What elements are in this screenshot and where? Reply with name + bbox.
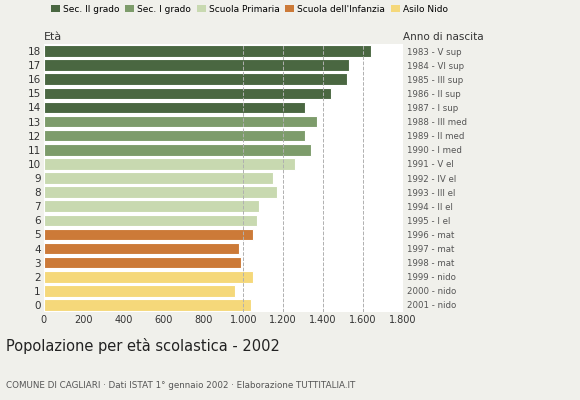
Bar — [44, 271, 253, 282]
Bar — [44, 172, 273, 184]
Bar — [44, 285, 235, 297]
Text: COMUNE DI CAGLIARI · Dati ISTAT 1° gennaio 2002 · Elaborazione TUTTITALIA.IT: COMUNE DI CAGLIARI · Dati ISTAT 1° genna… — [6, 381, 355, 390]
Bar — [44, 74, 347, 85]
Bar — [44, 229, 253, 240]
Text: Anno di nascita: Anno di nascita — [403, 32, 484, 42]
Bar — [44, 257, 241, 268]
Bar — [44, 144, 311, 156]
Bar — [44, 59, 349, 71]
Bar — [44, 130, 305, 142]
Bar — [44, 158, 295, 170]
Bar — [44, 102, 305, 113]
Bar — [44, 45, 371, 57]
Bar — [44, 214, 258, 226]
Bar — [44, 88, 331, 99]
Bar — [44, 243, 240, 254]
Text: Popolazione per età scolastica - 2002: Popolazione per età scolastica - 2002 — [6, 338, 280, 354]
Bar — [44, 116, 317, 127]
Text: Età: Età — [44, 32, 61, 42]
Bar — [44, 299, 251, 311]
Bar — [44, 186, 277, 198]
Legend: Sec. II grado, Sec. I grado, Scuola Primaria, Scuola dell'Infanzia, Asilo Nido: Sec. II grado, Sec. I grado, Scuola Prim… — [51, 4, 448, 14]
Bar — [44, 200, 259, 212]
